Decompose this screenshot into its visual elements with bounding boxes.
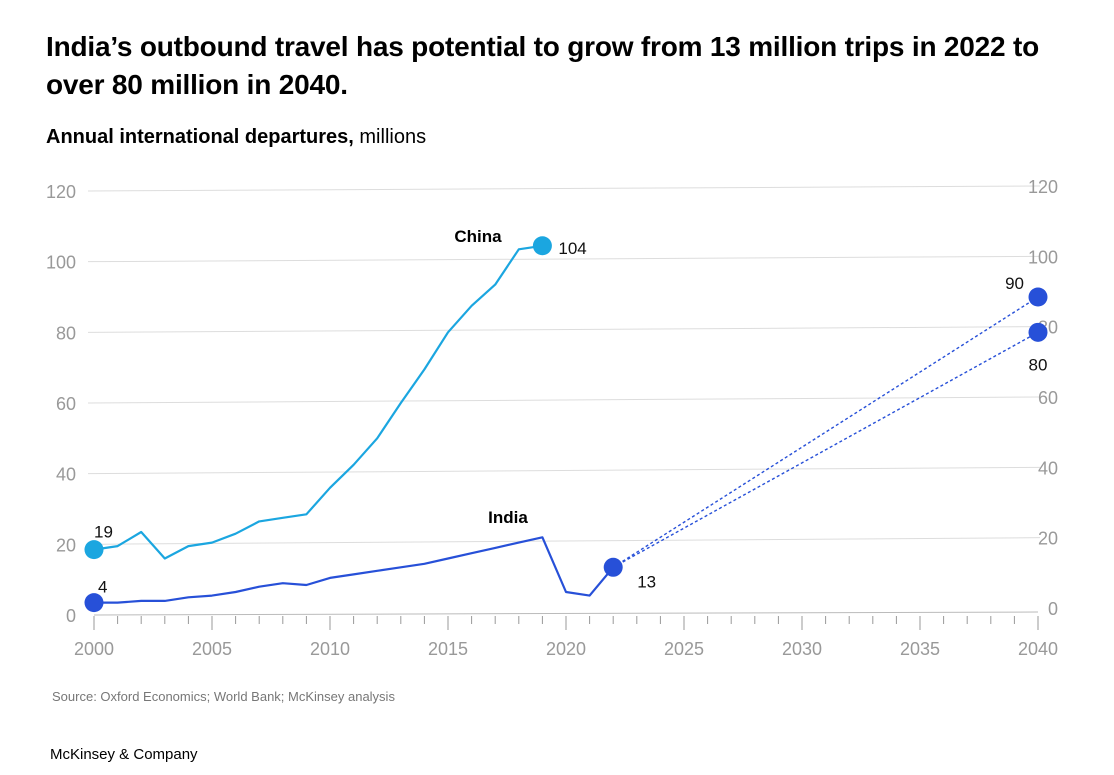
projection-line-90	[612, 296, 1039, 568]
y-tick-label-left-120: 120	[46, 182, 76, 202]
projection-label-80: 80	[1029, 355, 1048, 374]
x-tick-label-2000: 2000	[74, 639, 114, 659]
series-marker-china-2000	[84, 540, 104, 560]
chart-subtitle: Annual international departures, million…	[46, 126, 426, 149]
gridline-y-40	[87, 466, 1041, 475]
data-label-india-4: 4	[98, 578, 107, 597]
y-tick-label-left-100: 100	[46, 253, 76, 273]
data-label-china-19: 19	[94, 523, 113, 542]
series-name-label-china: China	[454, 227, 502, 246]
projection-line-80	[612, 331, 1039, 568]
projection-label-90: 90	[1005, 274, 1024, 293]
projection-marker-90	[1028, 287, 1048, 307]
source-note: Source: Oxford Economics; World Bank; Mc…	[52, 689, 395, 704]
data-label-india-13: 13	[637, 572, 656, 591]
y-tick-label-right-0: 0	[1048, 599, 1058, 619]
x-tick-label-2020: 2020	[546, 639, 586, 659]
y-tick-label-left-60: 60	[56, 394, 76, 414]
x-axis-line	[93, 611, 1039, 616]
y-tick-label-right-100: 100	[1028, 247, 1058, 267]
x-tick-label-2015: 2015	[428, 639, 468, 659]
y-tick-label-left-20: 20	[56, 535, 76, 555]
series-name-label-india: India	[488, 508, 528, 527]
chart-title: India’s outbound travel has potential to…	[46, 31, 1040, 100]
gridline-y-20	[87, 537, 1041, 545]
gridline-y-60	[87, 396, 1041, 404]
y-tick-label-right-40: 40	[1038, 458, 1058, 478]
subtitle-unit: millions	[359, 126, 427, 148]
y-tick-label-left-40: 40	[56, 465, 76, 485]
y-tick-label-right-60: 60	[1038, 388, 1058, 408]
x-tick-label-2005: 2005	[192, 639, 232, 659]
y-tick-label-left-0: 0	[66, 606, 76, 626]
x-tick-label-2035: 2035	[900, 639, 940, 659]
gridline-y-120	[87, 185, 1041, 192]
gridline-y-100	[87, 255, 1041, 263]
series-line-india	[92, 536, 615, 604]
x-tick-label-2010: 2010	[310, 639, 350, 659]
y-tick-label-right-120: 120	[1028, 177, 1058, 197]
x-tick-label-2040: 2040	[1018, 639, 1058, 659]
gridline-y-80	[87, 326, 1041, 333]
series-marker-india-2022	[603, 557, 623, 577]
x-tick-label-2025: 2025	[664, 639, 704, 659]
series-line-china	[92, 244, 544, 560]
y-tick-label-left-80: 80	[56, 323, 76, 343]
brand-footer: McKinsey & Company	[50, 746, 198, 763]
projection-marker-80	[1028, 322, 1048, 342]
x-tick-label-2030: 2030	[782, 639, 822, 659]
data-label-china-104: 104	[558, 239, 586, 258]
series-marker-india-2000	[84, 593, 104, 613]
y-tick-label-right-20: 20	[1038, 529, 1058, 549]
subtitle-metric: Annual international departures,	[46, 126, 354, 148]
series-marker-china-2019	[532, 236, 552, 256]
